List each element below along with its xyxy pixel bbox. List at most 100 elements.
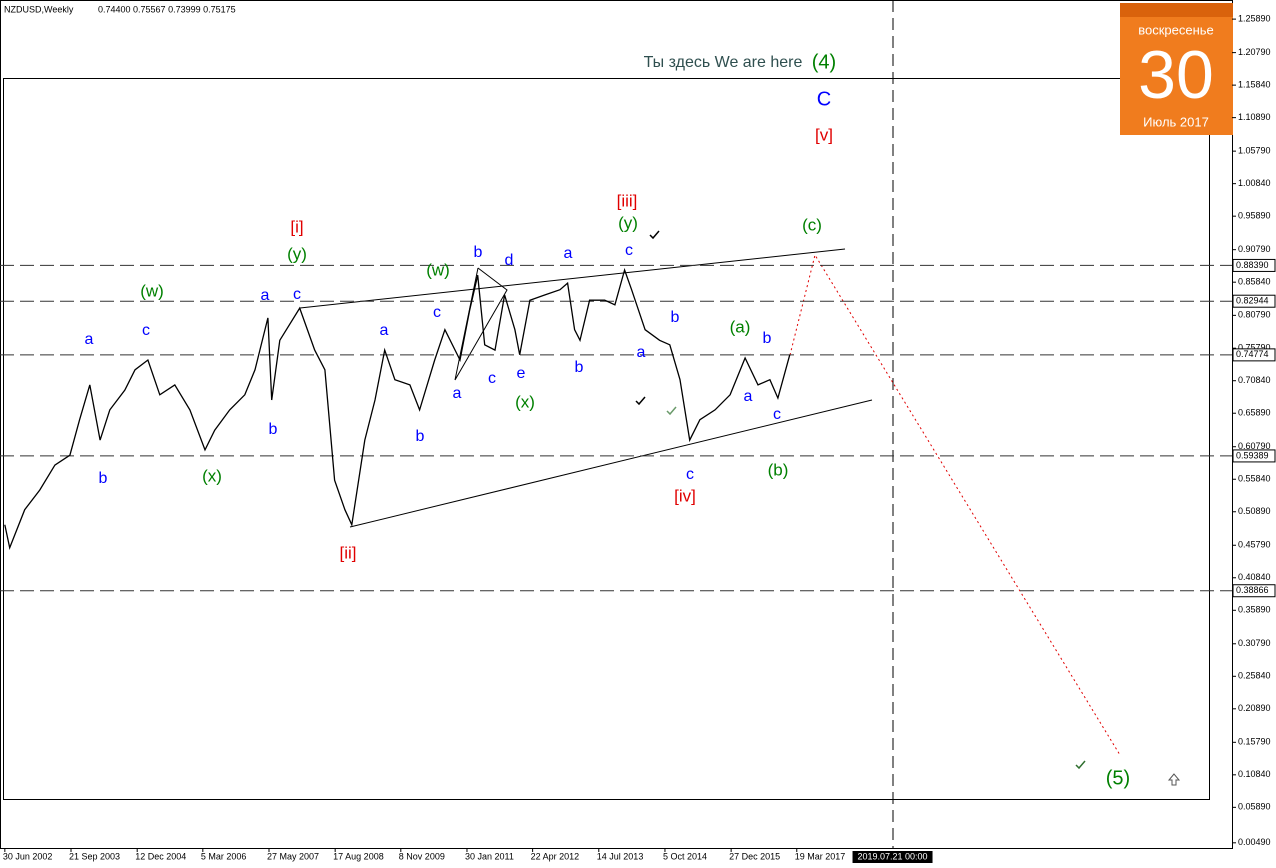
wave-label: c <box>773 406 781 423</box>
level-label: 0.38866 <box>1236 585 1269 595</box>
calendar-month: Июль 2017 <box>1143 114 1209 129</box>
wave-label: (x) <box>515 392 535 411</box>
y-tick-label: 0.70840 <box>1238 375 1271 385</box>
y-tick-label: 0.05890 <box>1238 802 1271 812</box>
level-box <box>1232 294 1276 308</box>
checkmark <box>1075 760 1086 770</box>
wave-label: [v] <box>815 125 833 144</box>
wave-label: [i] <box>290 217 303 236</box>
x-tick-label: 19 Mar 2017 <box>795 851 846 861</box>
wave-label: b <box>99 470 108 487</box>
x-tick-label: 27 Dec 2015 <box>729 851 780 861</box>
y-tick-label: 0.85840 <box>1238 277 1271 287</box>
y-tick-label: 0.45790 <box>1238 540 1271 550</box>
plot-frame <box>0 0 1233 849</box>
level-box <box>1232 449 1276 463</box>
y-tick-label: 0.90790 <box>1238 244 1271 254</box>
wave-label: b <box>269 421 278 438</box>
wave-label: a <box>637 344 646 361</box>
y-tick-label: 1.25890 <box>1238 13 1271 23</box>
y-tick-label: 0.10840 <box>1238 769 1271 779</box>
wave-label: (c) <box>802 215 822 234</box>
arrow-icon <box>1167 773 1181 786</box>
y-tick-label: 1.00840 <box>1238 178 1271 188</box>
wave-label: a <box>380 322 389 339</box>
wave-label: (4) <box>812 51 836 73</box>
wave-label: (x) <box>202 466 222 485</box>
wave-label: [iv] <box>674 486 696 505</box>
y-tick-label: 0.15790 <box>1238 737 1271 747</box>
y-tick-label: 0.35890 <box>1238 605 1271 615</box>
price-line <box>4 267 791 551</box>
wave-label: b <box>671 309 680 326</box>
wave-label: a <box>261 287 270 304</box>
wave-label: [ii] <box>340 543 357 562</box>
wave-label: [iii] <box>617 191 638 210</box>
y-tick-label: 0.00490 <box>1238 837 1271 847</box>
level-label: 0.82944 <box>1236 296 1269 306</box>
annotation-box <box>3 78 1210 800</box>
wave-label: (y) <box>287 244 307 263</box>
level-box <box>1232 348 1276 362</box>
x-tick-label: 8 Nov 2009 <box>399 851 445 861</box>
x-tick-label: 5 Mar 2006 <box>201 851 247 861</box>
level-label: 0.88390 <box>1236 260 1269 270</box>
y-tick-label: 0.25840 <box>1238 671 1271 681</box>
quote: 0.74400 0.75567 0.73999 0.75175 <box>98 4 236 14</box>
checkmark <box>635 396 646 406</box>
wave-label: (b) <box>768 460 789 479</box>
wave-label: c <box>142 322 150 339</box>
y-tick-label: 0.55840 <box>1238 474 1271 484</box>
y-tick-label: 0.50890 <box>1238 506 1271 516</box>
x-tick-label: 22 Apr 2012 <box>531 851 580 861</box>
wave-label: C <box>817 88 831 110</box>
wave-label: b <box>416 428 425 445</box>
y-tick-label: 0.65890 <box>1238 408 1271 418</box>
time-marker-box <box>852 851 933 863</box>
checkmarks <box>635 230 1086 770</box>
y-tick-label: 0.75790 <box>1238 343 1271 353</box>
x-tick-label: 17 Aug 2008 <box>333 851 384 861</box>
wave-label: a <box>453 385 462 402</box>
wave-label: c <box>686 466 694 483</box>
trend-line-upper <box>299 248 846 309</box>
wave-label: c <box>625 242 633 259</box>
wave-label: (a) <box>730 317 751 336</box>
wave-label: (w) <box>140 281 164 300</box>
level-box <box>1232 258 1276 272</box>
wave-label: b <box>474 244 483 261</box>
time-marker-label: 2019.07.21 00:00 <box>857 851 927 861</box>
level-label: 0.59389 <box>1236 450 1269 460</box>
y-tick-label: 0.80790 <box>1238 310 1271 320</box>
level-box <box>1232 584 1276 598</box>
wave-label: e <box>517 365 526 382</box>
calendar-strip <box>1120 3 1233 17</box>
wave-label: b <box>575 359 584 376</box>
wave-label: d <box>505 252 514 269</box>
checkmark <box>649 230 660 240</box>
x-tick-label: 5 Oct 2014 <box>663 851 707 861</box>
y-tick-label: 1.10890 <box>1238 112 1271 122</box>
wave-label: (y) <box>618 213 638 232</box>
symbol-title: NZDUSD,Weekly <box>4 4 74 14</box>
wave-label: a <box>744 388 753 405</box>
y-tick-label: 0.60790 <box>1238 441 1271 451</box>
wave-label: c <box>433 304 441 321</box>
y-tick-label: 0.20890 <box>1238 703 1271 713</box>
calendar-page <box>1120 3 1233 135</box>
wave-label: (5) <box>1106 767 1130 789</box>
y-tick-label: 0.40840 <box>1238 572 1271 582</box>
x-tick-label: 27 May 2007 <box>267 851 319 861</box>
x-tick-label: 30 Jan 2011 <box>465 851 514 861</box>
x-tick-label: 14 Jul 2013 <box>597 851 644 861</box>
wave-label: c <box>293 286 301 303</box>
x-tick-label: 30 Jun 2002 <box>3 851 53 861</box>
calendar-weekday: воскресенье <box>1138 22 1214 37</box>
trend-line-lower <box>349 399 873 528</box>
y-tick-label: 1.05790 <box>1238 146 1271 156</box>
x-tick-label: 12 Dec 2004 <box>135 851 186 861</box>
y-tick-label: 1.20790 <box>1238 47 1271 57</box>
checkmark <box>666 406 677 416</box>
